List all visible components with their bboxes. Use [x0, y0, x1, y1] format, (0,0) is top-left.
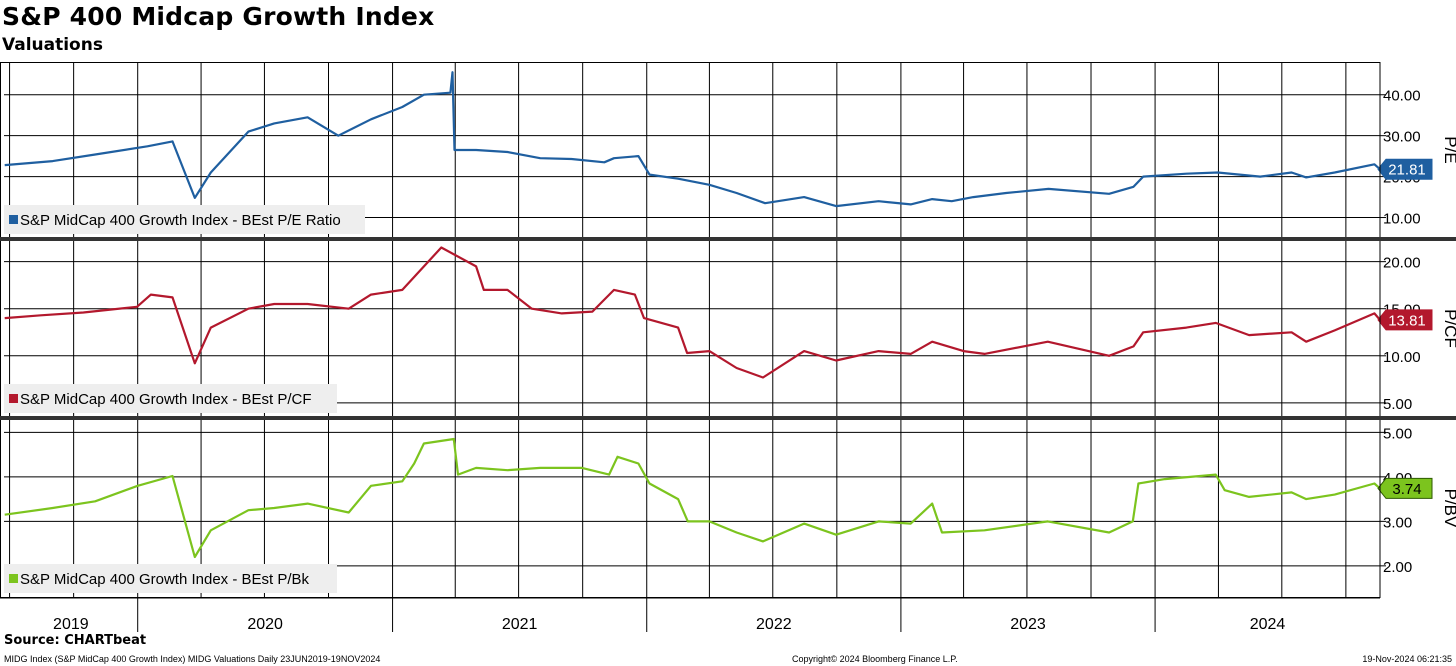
last-value-tag: 3.74 — [1377, 477, 1433, 499]
page-title: S&P 400 Midcap Growth Index — [2, 2, 435, 31]
source-note: Source: CHARTbeat — [4, 633, 147, 648]
legend-label: S&P MidCap 400 Growth Index - BEst P/Bk — [20, 571, 310, 588]
y-axis-label: P/BV — [1441, 489, 1456, 528]
y-tick-label: 5.00 — [1383, 425, 1412, 442]
last-value-tag: 13.81 — [1377, 309, 1433, 331]
legend-swatch — [9, 215, 18, 224]
last-value-box — [1377, 158, 1433, 180]
legend-box — [4, 384, 337, 413]
page-subtitle: Valuations — [2, 35, 103, 55]
panel-separator — [0, 237, 1456, 241]
legend-swatch — [9, 574, 18, 583]
legend-box — [4, 564, 337, 593]
chart-panel-3: 2.003.004.005.00P/BV3.74S&P MidCap 400 G… — [4, 419, 1456, 597]
x-tick-label: 2019 — [53, 616, 89, 633]
y-tick-label: 3.00 — [1383, 514, 1412, 531]
x-tick-label: 2021 — [502, 616, 538, 633]
x-tick-label: 2024 — [1250, 616, 1286, 633]
legend-label: S&P MidCap 400 Growth Index - BEst P/E R… — [20, 212, 341, 229]
series-line — [4, 437, 1381, 559]
last-value-label: 3.74 — [1392, 481, 1421, 498]
footer-timestamp: 19-Nov-2024 06:21:35 — [1362, 654, 1452, 664]
footer-copyright: Copyright© 2024 Bloomberg Finance L.P. — [792, 654, 958, 664]
series-line — [4, 246, 1381, 379]
last-value-label: 13.81 — [1388, 312, 1426, 329]
series-line — [4, 71, 1381, 208]
y-axis-label: P/CF — [1441, 309, 1456, 348]
x-tick-label: 2020 — [247, 616, 283, 633]
legend-label: S&P MidCap 400 Growth Index - BEst P/CF — [20, 391, 312, 408]
y-tick-label: 40.00 — [1383, 88, 1421, 105]
y-tick-label: 20.00 — [1383, 255, 1421, 272]
y-tick-label: 2.00 — [1383, 559, 1412, 576]
last-value-box — [1377, 309, 1433, 331]
legend-box — [4, 205, 365, 234]
x-tick-label: 2022 — [756, 616, 792, 633]
legend-swatch — [9, 394, 18, 403]
x-tick-label: 2023 — [1010, 616, 1046, 633]
y-tick-label: 5.00 — [1383, 396, 1412, 413]
footer-description: MIDG Index (S&P MidCap 400 Growth Index)… — [4, 654, 381, 664]
y-tick-label: 30.00 — [1383, 129, 1421, 146]
panel-separator — [0, 416, 1456, 420]
last-value-tag: 21.81 — [1377, 158, 1433, 180]
y-tick-label: 10.00 — [1383, 211, 1421, 228]
y-axis-label: P/E — [1441, 136, 1456, 163]
y-tick-label: 10.00 — [1383, 349, 1421, 366]
last-value-label: 21.81 — [1388, 162, 1426, 179]
last-value-box — [1377, 477, 1433, 499]
